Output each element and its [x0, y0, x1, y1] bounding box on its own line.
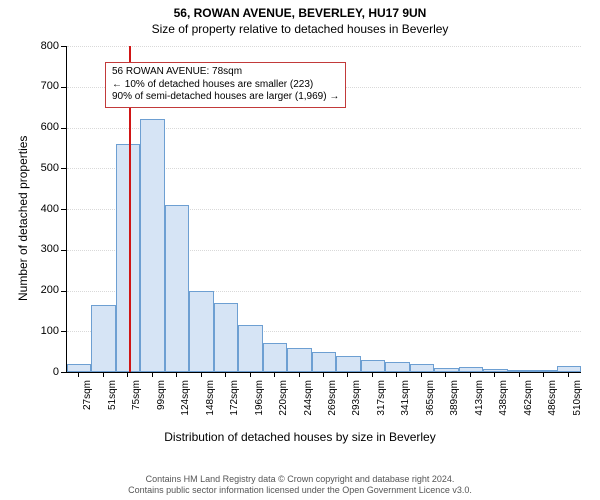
- footer-line-2: Contains public sector information licen…: [0, 485, 600, 496]
- x-tick-label: 365sqm: [425, 380, 436, 430]
- histogram-bar: [483, 369, 507, 372]
- histogram-bar: [361, 360, 385, 372]
- y-tick-label: 200: [29, 284, 59, 296]
- x-tick-mark: [372, 372, 373, 377]
- chart-subtitle: Size of property relative to detached ho…: [0, 22, 600, 36]
- x-tick-label: 244sqm: [303, 380, 314, 430]
- x-tick-label: 510sqm: [572, 380, 583, 430]
- x-tick-mark: [323, 372, 324, 377]
- x-tick-mark: [347, 372, 348, 377]
- x-tick-label: 172sqm: [229, 380, 240, 430]
- x-tick-label: 341sqm: [400, 380, 411, 430]
- x-tick-mark: [568, 372, 569, 377]
- x-tick-mark: [274, 372, 275, 377]
- histogram-bar: [312, 352, 336, 372]
- footer: Contains HM Land Registry data © Crown c…: [0, 474, 600, 496]
- grid-line: [67, 46, 581, 47]
- chart-container: 56, ROWAN AVENUE, BEVERLEY, HU17 9UN Siz…: [0, 0, 600, 500]
- annotation-line-1: 56 ROWAN AVENUE: 78sqm: [112, 66, 339, 79]
- x-tick-label: 486sqm: [547, 380, 558, 430]
- histogram-bar: [165, 205, 189, 372]
- x-tick-label: 413sqm: [474, 380, 485, 430]
- histogram-bar: [91, 305, 115, 372]
- chart-title: 56, ROWAN AVENUE, BEVERLEY, HU17 9UN: [0, 6, 600, 20]
- x-tick-label: 148sqm: [205, 380, 216, 430]
- y-tick-mark: [61, 46, 66, 47]
- x-tick-mark: [78, 372, 79, 377]
- x-tick-label: 269sqm: [327, 380, 338, 430]
- y-tick-mark: [61, 168, 66, 169]
- y-tick-label: 400: [29, 203, 59, 215]
- histogram-bar: [263, 343, 287, 372]
- x-tick-mark: [201, 372, 202, 377]
- y-tick-mark: [61, 291, 66, 292]
- x-tick-label: 27sqm: [82, 380, 93, 430]
- histogram-bar: [459, 367, 483, 372]
- y-tick-label: 800: [29, 40, 59, 52]
- histogram-bar: [116, 144, 140, 372]
- histogram-bar: [189, 291, 213, 373]
- y-tick-mark: [61, 87, 66, 88]
- histogram-bar: [336, 356, 360, 372]
- x-tick-mark: [470, 372, 471, 377]
- y-tick-label: 0: [29, 366, 59, 378]
- histogram-bar: [410, 364, 434, 372]
- histogram-bar: [238, 325, 262, 372]
- x-tick-mark: [250, 372, 251, 377]
- x-tick-mark: [152, 372, 153, 377]
- x-tick-mark: [543, 372, 544, 377]
- histogram-bar: [140, 119, 164, 372]
- y-tick-mark: [61, 209, 66, 210]
- histogram-bar: [508, 370, 532, 372]
- x-tick-label: 99sqm: [156, 380, 167, 430]
- y-axis-label: Number of detached properties: [16, 136, 30, 301]
- x-tick-mark: [519, 372, 520, 377]
- footer-line-1: Contains HM Land Registry data © Crown c…: [0, 474, 600, 485]
- x-tick-mark: [103, 372, 104, 377]
- y-tick-label: 600: [29, 121, 59, 133]
- x-tick-label: 196sqm: [254, 380, 265, 430]
- y-tick-label: 500: [29, 162, 59, 174]
- y-tick-label: 700: [29, 80, 59, 92]
- y-tick-label: 300: [29, 243, 59, 255]
- x-tick-mark: [299, 372, 300, 377]
- x-tick-label: 51sqm: [107, 380, 118, 430]
- annotation-line-2: ← 10% of detached houses are smaller (22…: [112, 79, 339, 92]
- histogram-bar: [434, 368, 458, 372]
- x-tick-mark: [445, 372, 446, 377]
- y-tick-mark: [61, 250, 66, 251]
- x-tick-mark: [396, 372, 397, 377]
- plot-area: 56 ROWAN AVENUE: 78sqm ← 10% of detached…: [66, 46, 581, 373]
- y-tick-label: 100: [29, 325, 59, 337]
- annotation-line-3: 90% of semi-detached houses are larger (…: [112, 91, 339, 104]
- histogram-bar: [287, 348, 311, 372]
- histogram-bar: [214, 303, 238, 372]
- y-tick-mark: [61, 331, 66, 332]
- x-axis-label: Distribution of detached houses by size …: [0, 430, 600, 444]
- histogram-bar: [67, 364, 91, 372]
- x-tick-label: 389sqm: [449, 380, 460, 430]
- x-tick-label: 220sqm: [278, 380, 289, 430]
- x-tick-mark: [176, 372, 177, 377]
- x-tick-label: 124sqm: [180, 380, 191, 430]
- x-tick-label: 438sqm: [498, 380, 509, 430]
- histogram-bar: [557, 366, 581, 372]
- x-tick-label: 293sqm: [351, 380, 362, 430]
- annotation-box: 56 ROWAN AVENUE: 78sqm ← 10% of detached…: [105, 62, 346, 108]
- x-tick-mark: [127, 372, 128, 377]
- x-tick-mark: [494, 372, 495, 377]
- y-tick-mark: [61, 128, 66, 129]
- x-tick-label: 317sqm: [376, 380, 387, 430]
- histogram-bar: [532, 370, 556, 372]
- y-tick-mark: [61, 372, 66, 373]
- x-tick-label: 462sqm: [523, 380, 534, 430]
- x-tick-mark: [421, 372, 422, 377]
- x-tick-mark: [225, 372, 226, 377]
- histogram-bar: [385, 362, 409, 372]
- x-tick-label: 75sqm: [131, 380, 142, 430]
